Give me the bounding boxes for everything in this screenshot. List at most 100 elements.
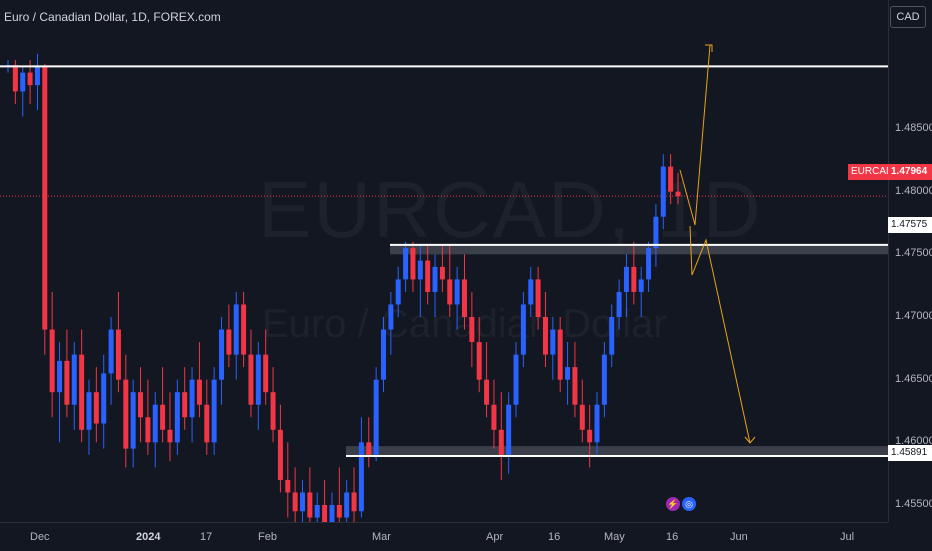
candle-body — [233, 304, 239, 355]
candle-body — [646, 248, 652, 280]
candle-body — [270, 392, 276, 430]
level-tag-lower: 1.45891 — [888, 445, 932, 461]
candle-body — [115, 329, 121, 380]
candle-body — [388, 304, 394, 330]
candle-body — [307, 492, 313, 518]
candle-body — [314, 505, 320, 518]
candle-body — [329, 505, 335, 522]
candle-body — [211, 379, 217, 443]
candle-body — [71, 354, 77, 405]
candle-body — [542, 317, 548, 355]
bearish-arrowhead — [744, 436, 756, 444]
candle-body — [506, 404, 512, 455]
candle-body — [380, 329, 386, 380]
current-price-tag: 1.47964 — [888, 164, 932, 180]
candle-body — [241, 304, 247, 355]
candle-body — [138, 392, 144, 418]
event-markers[interactable]: ⚡ ◎ — [666, 497, 696, 511]
candle-body — [425, 260, 431, 292]
candle-body — [631, 266, 637, 292]
candle-body — [255, 354, 261, 405]
candle-body — [20, 72, 26, 92]
time-scale[interactable]: Dec 2024 17 Feb Mar Apr 16 May 16 Jun Jul — [0, 522, 888, 551]
price-tick-label: 1.47000 — [895, 310, 932, 322]
price-tick-label: 1.46500 — [895, 372, 932, 385]
candle-body — [292, 492, 298, 512]
price-tick-label: 1.47500 — [895, 247, 932, 260]
candle-body — [101, 373, 107, 424]
candle-body — [42, 66, 48, 330]
candle-body — [616, 291, 622, 317]
candle-body — [12, 65, 18, 92]
candle-body — [263, 354, 269, 393]
time-tick-label: 2024 — [136, 531, 161, 543]
candle-body — [86, 392, 92, 430]
candle-body — [653, 216, 659, 249]
candle-body — [366, 442, 372, 455]
candle-body — [520, 304, 526, 355]
candle-body — [432, 266, 438, 292]
chart-pane[interactable]: EURCAD, 1D Euro / Canadian Dollar Euro /… — [0, 0, 888, 522]
candle-body — [491, 404, 497, 430]
candle-body — [623, 266, 629, 292]
candle-body — [403, 248, 409, 280]
candle-body — [587, 429, 593, 443]
time-tick-label: 17 — [200, 531, 213, 543]
candle-body — [373, 379, 379, 455]
candle-body — [469, 317, 475, 343]
candle-body — [668, 166, 674, 192]
candle-body — [152, 404, 158, 443]
candle-body — [572, 367, 578, 405]
candle-body — [189, 379, 195, 418]
candle-body — [498, 429, 504, 455]
candle-body — [204, 404, 210, 443]
candle-body — [579, 404, 585, 430]
candle-body — [484, 379, 490, 405]
time-tick-label: 16 — [666, 531, 679, 543]
candle-body — [57, 360, 63, 393]
candle-body — [130, 392, 136, 449]
time-tick-label: Feb — [258, 531, 277, 543]
price-tick-label: 1.48500 — [895, 122, 932, 134]
candle-body — [79, 354, 85, 430]
time-tick-label: Jun — [730, 531, 748, 543]
candle-body — [34, 66, 40, 86]
time-tick-label: Apr — [486, 531, 504, 543]
bearish-projection — [689, 225, 751, 444]
candle-body — [660, 166, 666, 217]
candle-body — [285, 479, 291, 493]
candle-body — [594, 404, 600, 443]
dividends-icon[interactable]: ⚡ — [666, 497, 680, 511]
candle-body — [145, 417, 151, 443]
price-chart[interactable] — [0, 0, 888, 522]
candle-body — [351, 492, 357, 512]
time-tick-label: 16 — [548, 531, 561, 543]
candle-body — [49, 329, 55, 393]
earnings-icon[interactable]: ◎ — [682, 497, 696, 511]
price-tick-label: 1.45500 — [895, 498, 932, 510]
candle-body — [174, 392, 180, 443]
price-scale[interactable]: 1.48500 1.48000 1.47500 1.47000 1.46500 1.460… — [888, 0, 932, 522]
time-tick-label: Mar — [372, 531, 391, 543]
currency-button[interactable]: CAD — [890, 6, 926, 28]
candle-body — [108, 329, 114, 374]
candle-body — [513, 354, 519, 405]
candle-body — [64, 360, 70, 405]
bullish-projection — [679, 44, 711, 226]
candle-body — [248, 354, 254, 405]
candle-body — [609, 317, 615, 355]
candle-body — [675, 191, 681, 197]
resistance-zone — [390, 244, 888, 255]
candle-body — [123, 379, 129, 449]
candle-body — [410, 248, 416, 280]
candle-body — [565, 367, 571, 380]
candle-body — [167, 429, 173, 443]
candle-body — [447, 279, 453, 305]
price-tick-label: 1.48000 — [895, 184, 932, 197]
candle-body — [601, 354, 607, 405]
candle-body — [395, 279, 401, 305]
candle-body — [439, 266, 445, 280]
legend-title[interactable]: Euro / Canadian Dollar, 1D, FOREX.com — [4, 10, 221, 24]
candle-body — [344, 492, 350, 518]
candle-body — [417, 260, 423, 280]
